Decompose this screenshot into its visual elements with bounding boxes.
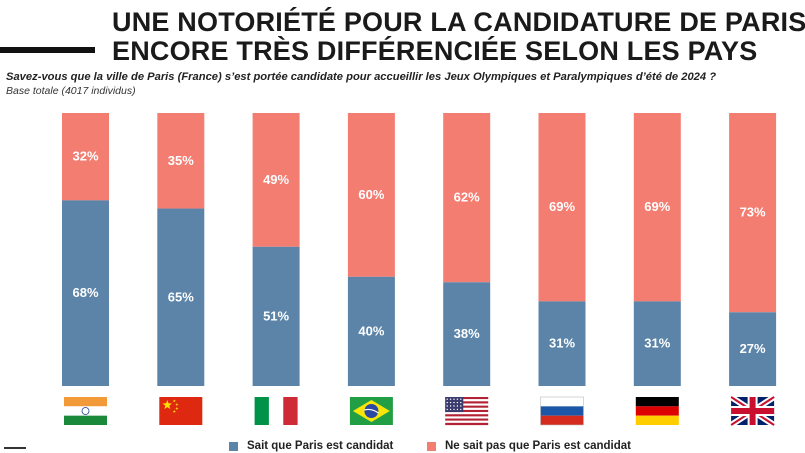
bar-knows-4 bbox=[443, 282, 491, 386]
bar-knows-5 bbox=[538, 301, 586, 386]
bar-not-knows-2 bbox=[252, 113, 300, 247]
usa-flag-icon bbox=[445, 397, 489, 426]
bar-not-knows-0 bbox=[62, 113, 109, 201]
label-knows-0: 68% bbox=[72, 285, 98, 300]
bar-knows-0 bbox=[62, 200, 109, 386]
bar-not-knows-4 bbox=[443, 113, 491, 283]
label-not-knows-6: 69% bbox=[644, 199, 670, 214]
label-not-knows-2: 49% bbox=[263, 172, 289, 187]
bar-knows-7 bbox=[729, 312, 777, 386]
china-flag-icon bbox=[159, 397, 203, 425]
bar-knows-1 bbox=[157, 208, 205, 386]
bar-not-knows-7 bbox=[729, 113, 777, 313]
footer-line bbox=[4, 447, 26, 449]
russia-flag-icon bbox=[540, 396, 584, 426]
italy-flag-icon bbox=[254, 397, 298, 425]
title-line-1: UNE NOTORIÉTÉ POUR LA CANDIDATURE DE PAR… bbox=[112, 7, 805, 37]
legend-swatch-knows bbox=[229, 441, 238, 451]
label-not-knows-3: 60% bbox=[358, 187, 384, 202]
label-knows-3: 40% bbox=[358, 323, 384, 338]
bar-knows-3 bbox=[347, 276, 395, 386]
label-knows-7: 27% bbox=[740, 341, 766, 356]
title-line-2: ENCORE TRÈS DIFFÉRENCIÉE SELON LES PAYS bbox=[112, 36, 758, 66]
brazil-flag-icon bbox=[349, 397, 393, 425]
sample-base: Base totale (4017 individus) bbox=[6, 85, 136, 97]
india-flag-icon bbox=[64, 397, 107, 425]
legend-label-knows: Sait que Paris est candidat bbox=[247, 440, 394, 452]
legend-swatch-not-knows bbox=[427, 441, 436, 451]
bar-not-knows-3 bbox=[347, 113, 395, 277]
bar-not-knows-6 bbox=[633, 113, 681, 302]
label-knows-2: 51% bbox=[263, 308, 289, 323]
label-not-knows-7: 73% bbox=[740, 205, 766, 220]
label-not-knows-0: 32% bbox=[72, 149, 98, 164]
label-knows-4: 38% bbox=[454, 326, 480, 341]
label-not-knows-4: 62% bbox=[454, 190, 480, 205]
bar-knows-2 bbox=[252, 246, 300, 386]
legend-label-not-knows: Ne sait pas que Paris est candidat bbox=[445, 440, 631, 452]
bar-not-knows-5 bbox=[538, 113, 586, 302]
label-not-knows-1: 35% bbox=[168, 153, 194, 168]
uk-flag-icon bbox=[729, 394, 776, 428]
label-not-knows-5: 69% bbox=[549, 199, 575, 214]
label-knows-5: 31% bbox=[549, 336, 575, 351]
label-knows-6: 31% bbox=[644, 336, 670, 351]
bar-knows-6 bbox=[633, 301, 681, 386]
legend-item-not-knows: Ne sait pas que Paris est candidat bbox=[427, 439, 631, 453]
bar-not-knows-1 bbox=[157, 113, 205, 209]
title-accent-bar bbox=[0, 47, 95, 53]
page-title: UNE NOTORIÉTÉ POUR LA CANDIDATURE DE PAR… bbox=[112, 7, 805, 66]
legend-item-knows: Sait que Paris est candidat bbox=[229, 439, 393, 453]
survey-question: Savez-vous que la ville de Paris (France… bbox=[6, 71, 717, 83]
germany-flag-icon bbox=[635, 397, 679, 425]
label-knows-1: 65% bbox=[168, 289, 194, 304]
